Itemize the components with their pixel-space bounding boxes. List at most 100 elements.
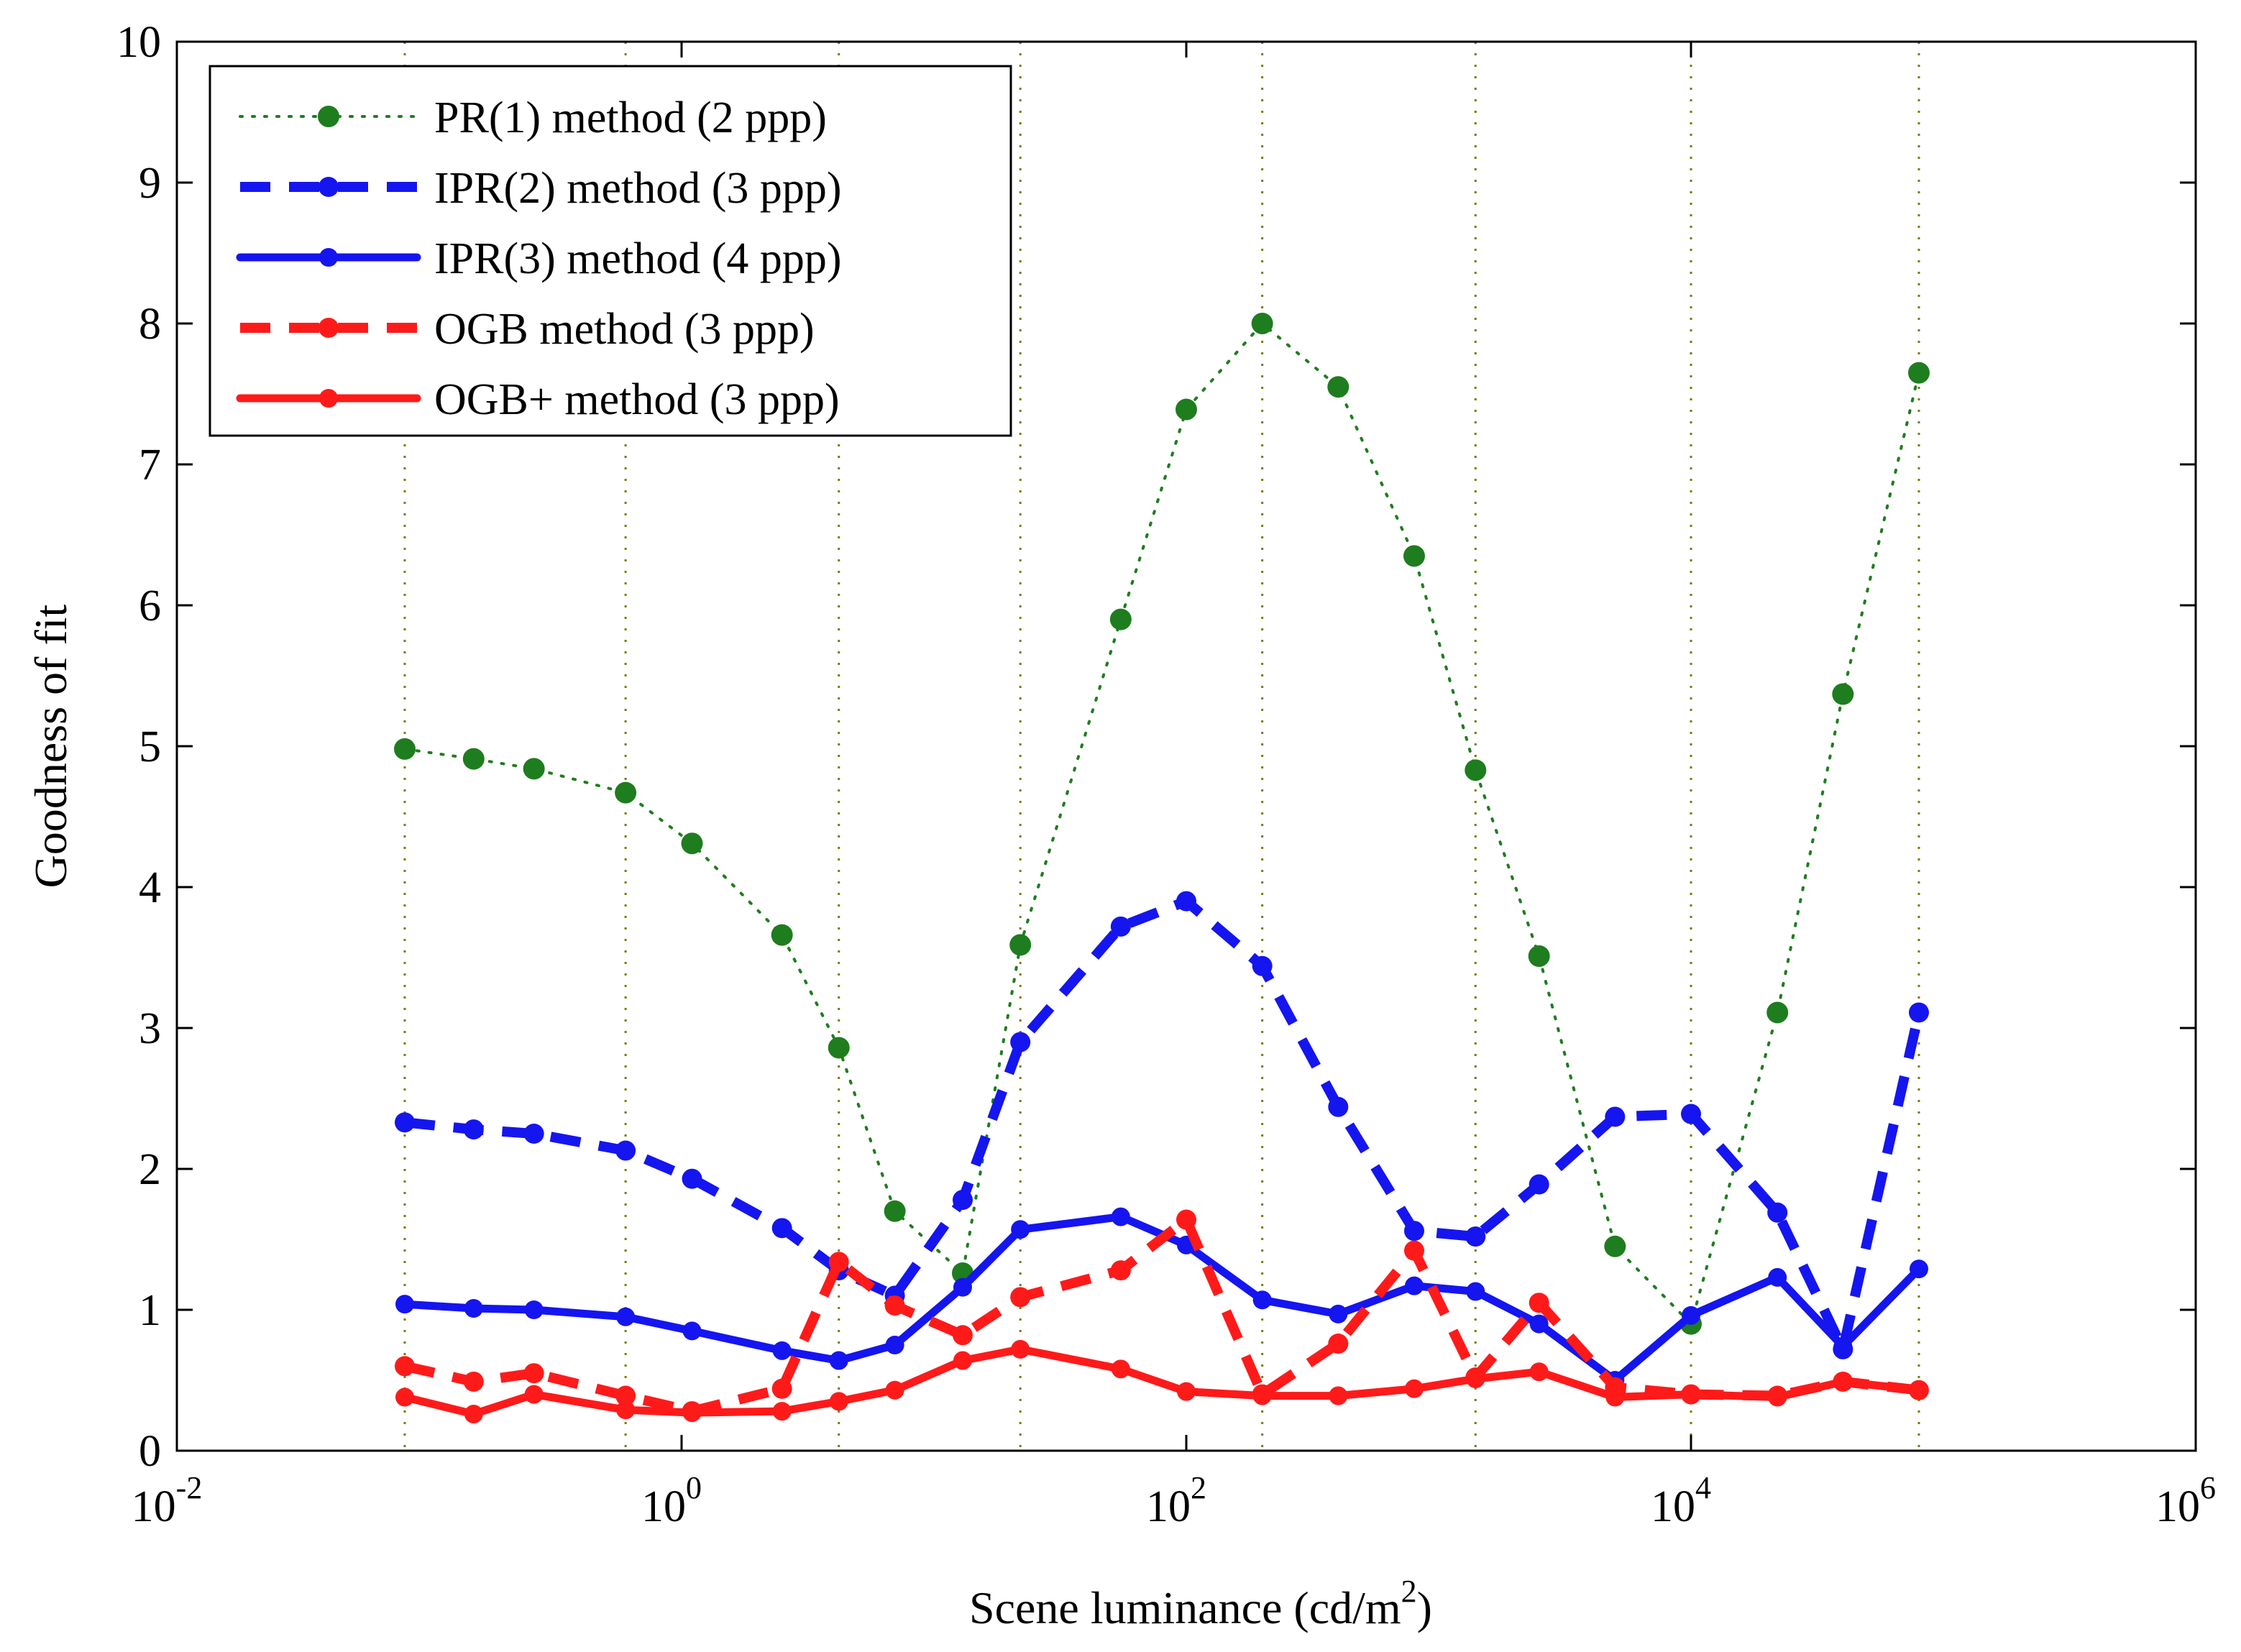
data-point	[1327, 376, 1349, 398]
x-tick-label: 106	[2155, 1470, 2216, 1531]
data-point	[828, 1252, 849, 1272]
data-point	[1011, 1220, 1030, 1239]
y-tick-label: 7	[139, 441, 161, 490]
y-tick-label: 2	[139, 1145, 161, 1194]
data-point	[884, 1200, 906, 1222]
data-point	[1604, 1235, 1626, 1257]
data-point	[463, 1119, 484, 1140]
legend-label: IPR(2) method (3 ppp)	[434, 164, 842, 213]
data-point	[1403, 545, 1425, 567]
y-tick-label: 5	[139, 722, 161, 771]
legend-label: OGB method (3 ppp)	[434, 305, 815, 354]
series	[393, 313, 1930, 1424]
y-tick-label: 1	[139, 1286, 161, 1335]
data-point	[1109, 608, 1132, 630]
series-line	[400, 1345, 1923, 1418]
y-tick-labels: 0 1 2 3 4 5 6 7 8 9 10	[116, 18, 161, 1476]
x-tick-labels: 10-2 100 102 104 106	[132, 1470, 2216, 1531]
data-point	[1251, 313, 1273, 334]
data-point	[1767, 1202, 1788, 1223]
data-point	[616, 1400, 636, 1420]
data-point	[1010, 1287, 1031, 1308]
data-point	[1766, 1001, 1789, 1024]
data-point	[1011, 1339, 1030, 1359]
data-point	[1177, 1382, 1196, 1401]
data-point	[1832, 683, 1854, 705]
data-point	[393, 738, 416, 760]
data-point	[953, 1351, 972, 1370]
legend-label: PR(1) method (2 ppp)	[434, 93, 827, 142]
legend-entry: IPR(2) method (3 ppp)	[240, 164, 842, 213]
data-point	[1529, 1362, 1549, 1382]
series-2	[394, 891, 1929, 1359]
data-point	[1768, 1267, 1787, 1287]
data-point	[1909, 1259, 1928, 1279]
series-line	[400, 1213, 1923, 1385]
data-point	[394, 1112, 415, 1133]
data-point	[681, 832, 703, 855]
data-point	[1110, 916, 1131, 937]
data-point	[524, 1385, 544, 1404]
data-point	[1907, 362, 1930, 384]
data-point	[771, 1378, 792, 1399]
legend-box	[208, 65, 1012, 437]
data-point	[1529, 1174, 1549, 1195]
data-point	[1466, 1369, 1485, 1389]
y-tick-label: 3	[139, 1004, 161, 1053]
legend-entry: IPR(3) method (4 ppp)	[236, 234, 842, 283]
series-3	[395, 1207, 1928, 1390]
data-point	[1176, 398, 1197, 421]
data-point	[1833, 1372, 1853, 1391]
data-point	[1908, 1002, 1929, 1023]
y-tick-label: 0	[139, 1427, 161, 1476]
series-5	[395, 1339, 1928, 1424]
y-tick-label: 6	[139, 582, 161, 630]
data-point	[1529, 1314, 1549, 1334]
data-point	[1768, 1387, 1787, 1407]
data-point	[1909, 1380, 1928, 1400]
data-point	[462, 748, 485, 770]
legend-entry: OGB+ method (3 ppp)	[236, 375, 840, 424]
data-point	[1110, 1260, 1131, 1281]
data-point	[1682, 1385, 1700, 1404]
data-point	[829, 1351, 848, 1370]
data-point	[1681, 1103, 1701, 1124]
x-tick-label: 10-2	[132, 1470, 203, 1531]
data-point	[828, 1037, 850, 1059]
legend: PR(1) method (2 ppp) IPR(2) method (3 ppp…	[208, 65, 1012, 437]
x-tick-label: 102	[1146, 1470, 1206, 1531]
data-point	[1328, 1096, 1349, 1117]
data-point	[1176, 891, 1196, 912]
data-point	[771, 924, 793, 946]
series-line	[403, 322, 1920, 1326]
y-tick-label: 9	[139, 159, 161, 208]
data-point	[1176, 1209, 1196, 1230]
data-point	[615, 1385, 636, 1406]
data-point	[771, 1218, 792, 1239]
legend-entry: OGB method (3 ppp)	[240, 305, 815, 354]
data-point	[1111, 1359, 1130, 1379]
data-point	[615, 781, 637, 804]
x-tick-label: 100	[641, 1470, 702, 1531]
data-point	[1328, 1334, 1349, 1354]
data-point	[1529, 1293, 1549, 1313]
data-point	[885, 1380, 904, 1400]
data-point	[1404, 1276, 1424, 1295]
data-point	[1465, 1226, 1486, 1247]
data-point	[463, 1371, 484, 1392]
data-point	[682, 1321, 702, 1341]
x-axis-title: Scene luminance (cd/m2)	[969, 1574, 1432, 1633]
data-point	[953, 1277, 972, 1297]
y-tick-label: 8	[139, 300, 161, 349]
legend-marker	[319, 248, 338, 267]
data-point	[464, 1405, 483, 1424]
legend-label: OGB+ method (3 ppp)	[434, 375, 840, 424]
data-point	[1605, 1387, 1625, 1407]
data-point	[1009, 934, 1032, 956]
y-axis-title: Goodness of fit	[25, 604, 76, 888]
data-point	[952, 1190, 973, 1211]
data-point	[1252, 1386, 1272, 1405]
data-point	[1682, 1305, 1700, 1325]
legend-marker	[318, 318, 339, 338]
